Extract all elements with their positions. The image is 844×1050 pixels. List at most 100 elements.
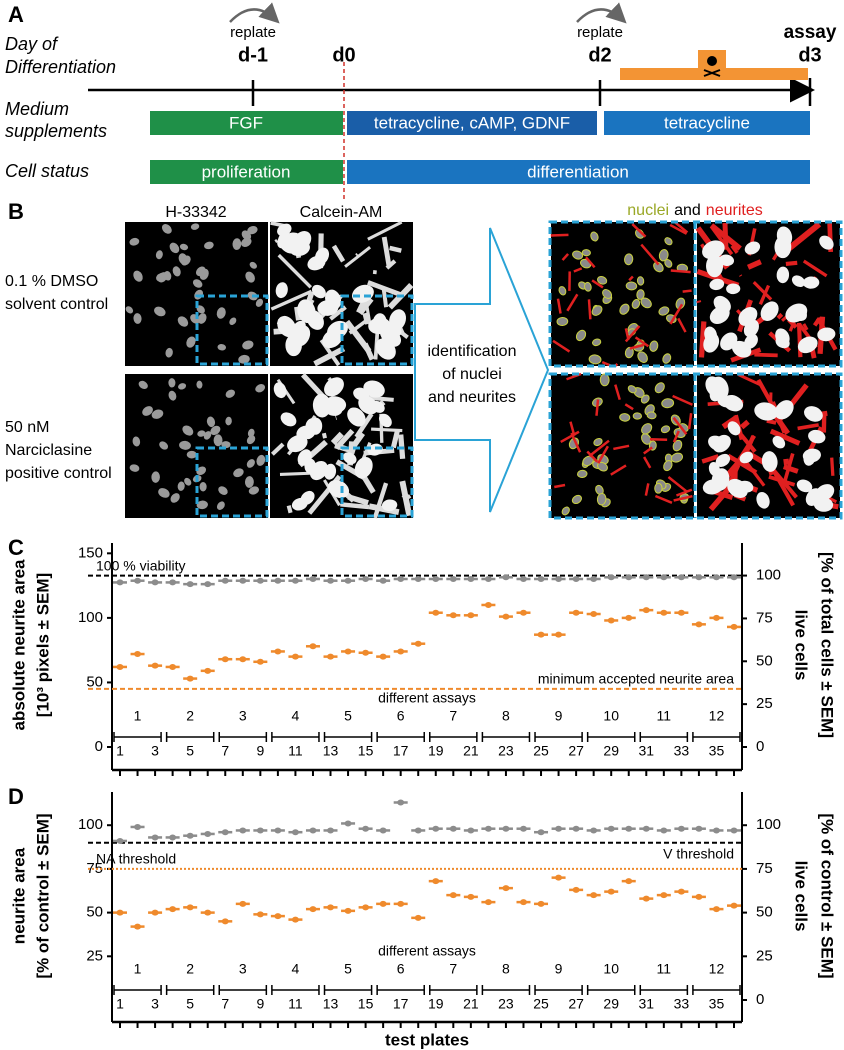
cell — [199, 481, 207, 492]
neurite — [554, 483, 566, 489]
x-tick-label: 11 — [288, 996, 303, 1012]
day-note: replate — [577, 24, 623, 41]
dot — [239, 656, 247, 663]
dot — [116, 909, 124, 916]
condition-label: solvent control — [5, 296, 108, 313]
cell — [636, 276, 645, 286]
x-tick-label: 25 — [533, 996, 549, 1012]
cell — [241, 237, 252, 247]
cell — [186, 336, 196, 348]
neurite — [570, 432, 582, 453]
x-tick-label: 23 — [498, 996, 514, 1012]
cell — [817, 327, 836, 342]
dot — [379, 653, 387, 660]
y-tick-label: 75 — [86, 860, 103, 877]
group-title: different assays — [378, 690, 476, 706]
cell — [306, 310, 324, 330]
cell — [660, 425, 671, 434]
dot — [414, 827, 422, 834]
replate-arrow — [229, 2, 280, 24]
cell — [225, 389, 235, 398]
x-tick-label: 7 — [221, 743, 229, 759]
cell — [178, 253, 188, 265]
process — [754, 352, 778, 358]
process — [709, 223, 742, 251]
dot — [449, 576, 457, 582]
dot — [397, 648, 405, 655]
dot — [186, 832, 194, 839]
cell — [247, 428, 255, 438]
dot — [642, 607, 650, 614]
cell — [218, 486, 228, 495]
process — [390, 429, 400, 449]
process — [812, 317, 822, 327]
cell — [641, 423, 653, 435]
process — [746, 259, 762, 270]
x-tick-label: 9 — [256, 743, 264, 759]
cell — [571, 494, 582, 505]
group-bracket — [376, 732, 425, 742]
y2-tick-label: 75 — [756, 609, 773, 626]
x-tick-label: 15 — [358, 743, 374, 759]
dot — [484, 576, 492, 582]
group-label: 8 — [502, 961, 510, 977]
dot — [256, 911, 264, 918]
process — [372, 482, 389, 519]
y2-tick-label: 100 — [756, 816, 781, 833]
cell — [133, 313, 142, 324]
cell — [186, 450, 197, 459]
cell — [664, 237, 673, 246]
dot — [432, 825, 440, 832]
dot — [607, 574, 615, 581]
y-tick-label: 150 — [78, 544, 103, 561]
y-tick-label: 100 — [78, 609, 103, 626]
status-bar — [347, 160, 810, 184]
group-bracket — [586, 985, 636, 995]
x-tick-label: 7 — [221, 996, 229, 1012]
dot — [660, 609, 668, 616]
cell — [592, 338, 602, 347]
dot — [642, 825, 650, 832]
y-axis-title: [% of control ± SEM] — [33, 813, 52, 978]
neurite — [634, 336, 650, 348]
medium-bar — [347, 111, 597, 135]
process — [739, 274, 743, 277]
dot — [660, 574, 668, 581]
cell — [704, 326, 717, 343]
cell — [654, 482, 663, 494]
group-label: 2 — [186, 708, 194, 724]
neurite — [677, 317, 687, 333]
dot — [151, 662, 159, 669]
image-bg — [551, 222, 694, 366]
cell — [161, 224, 172, 234]
process — [730, 244, 739, 254]
dot — [467, 576, 475, 582]
dot — [432, 878, 440, 885]
cell — [368, 317, 391, 335]
cell — [791, 275, 806, 287]
cell — [709, 306, 730, 324]
condition-label: 50 nM — [5, 419, 49, 436]
dot — [291, 916, 299, 923]
dot — [590, 827, 598, 834]
cell — [646, 411, 657, 420]
dot — [379, 900, 387, 907]
cell — [619, 303, 630, 315]
neurite — [644, 483, 650, 496]
process — [362, 342, 375, 361]
cell — [172, 266, 181, 277]
x-tick-label: 3 — [151, 996, 159, 1012]
row-title: supplements — [5, 121, 107, 141]
neurite — [643, 456, 652, 469]
cell — [242, 340, 254, 350]
cell — [155, 250, 163, 260]
inset-frame — [195, 294, 269, 366]
cell — [808, 429, 826, 444]
cell — [305, 418, 318, 435]
neurite — [672, 394, 693, 406]
x-tick-label: 23 — [498, 743, 514, 759]
dot — [642, 895, 650, 902]
group-label: 7 — [449, 708, 457, 724]
group-label: 12 — [709, 961, 725, 977]
condition-label: 0.1 % DMSO — [5, 273, 98, 290]
